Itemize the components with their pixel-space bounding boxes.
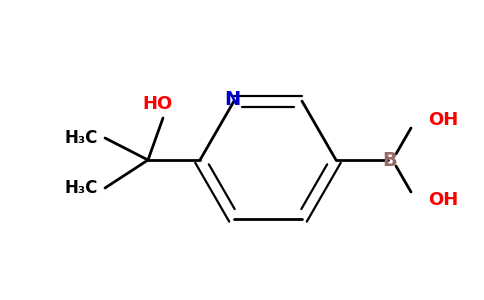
- Text: N: N: [224, 90, 240, 109]
- Text: OH: OH: [428, 191, 458, 209]
- Text: H₃C: H₃C: [65, 129, 98, 147]
- Text: OH: OH: [428, 111, 458, 129]
- Text: H₃C: H₃C: [65, 179, 98, 197]
- Text: HO: HO: [143, 95, 173, 113]
- Text: B: B: [383, 151, 397, 169]
